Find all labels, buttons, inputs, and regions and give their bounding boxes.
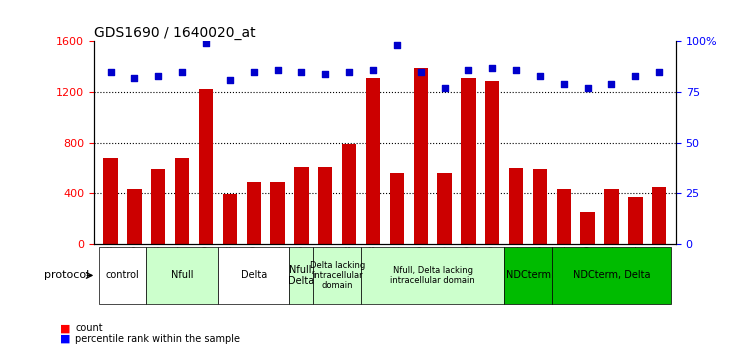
Point <box>534 73 546 79</box>
Point <box>295 69 307 75</box>
Point <box>248 69 260 75</box>
Point <box>367 67 379 72</box>
FancyBboxPatch shape <box>504 247 552 304</box>
Point <box>439 85 451 91</box>
Bar <box>652 187 666 244</box>
Text: ■: ■ <box>60 334 71 344</box>
Bar <box>127 189 142 244</box>
Bar <box>294 167 309 244</box>
Text: NDCterm, Delta: NDCterm, Delta <box>573 270 650 280</box>
Point <box>486 65 498 70</box>
Bar <box>342 144 356 244</box>
Bar <box>437 173 451 244</box>
Bar <box>246 182 261 244</box>
Text: Nfull: Nfull <box>171 270 194 280</box>
Bar <box>175 158 189 244</box>
FancyBboxPatch shape <box>313 247 361 304</box>
Text: ■: ■ <box>60 323 71 333</box>
Bar <box>605 189 619 244</box>
FancyBboxPatch shape <box>552 247 671 304</box>
Bar <box>390 173 404 244</box>
Point <box>463 67 475 72</box>
Point <box>581 85 593 91</box>
Point <box>343 69 355 75</box>
Text: NDCterm: NDCterm <box>505 270 550 280</box>
Point <box>319 71 331 77</box>
Point <box>104 69 116 75</box>
FancyBboxPatch shape <box>289 247 313 304</box>
Bar <box>223 195 237 244</box>
Text: GDS1690 / 1640020_at: GDS1690 / 1640020_at <box>94 26 255 40</box>
Text: Nfull,
Delta: Nfull, Delta <box>288 265 315 286</box>
Text: Delta lacking
intracellular
domain: Delta lacking intracellular domain <box>309 260 365 290</box>
Point <box>176 69 189 75</box>
Bar <box>414 68 428 244</box>
Text: Nfull, Delta lacking
intracellular domain: Nfull, Delta lacking intracellular domai… <box>391 266 475 285</box>
FancyBboxPatch shape <box>218 247 289 304</box>
Bar <box>532 169 547 244</box>
Point <box>200 41 212 46</box>
Bar <box>581 212 595 244</box>
Bar <box>461 78 475 244</box>
Bar <box>509 168 523 244</box>
Text: percentile rank within the sample: percentile rank within the sample <box>75 334 240 344</box>
Text: protocol: protocol <box>44 270 89 280</box>
Point <box>510 67 522 72</box>
Bar <box>104 158 118 244</box>
Point <box>415 69 427 75</box>
Point <box>629 73 641 79</box>
Text: control: control <box>106 270 140 280</box>
FancyBboxPatch shape <box>361 247 504 304</box>
Point <box>272 67 284 72</box>
Bar <box>199 89 213 244</box>
Bar <box>485 81 499 244</box>
Point <box>653 69 665 75</box>
Bar <box>270 182 285 244</box>
Bar <box>366 78 380 244</box>
Bar <box>556 189 571 244</box>
Text: count: count <box>75 323 103 333</box>
Point <box>224 77 236 82</box>
Point <box>128 75 140 81</box>
Point <box>605 81 617 87</box>
Text: Delta: Delta <box>240 270 267 280</box>
FancyBboxPatch shape <box>146 247 218 304</box>
Bar <box>628 197 643 244</box>
Bar <box>151 169 165 244</box>
Point <box>391 43 403 48</box>
Point <box>152 73 164 79</box>
Point <box>558 81 570 87</box>
Bar <box>318 167 333 244</box>
FancyBboxPatch shape <box>98 247 146 304</box>
